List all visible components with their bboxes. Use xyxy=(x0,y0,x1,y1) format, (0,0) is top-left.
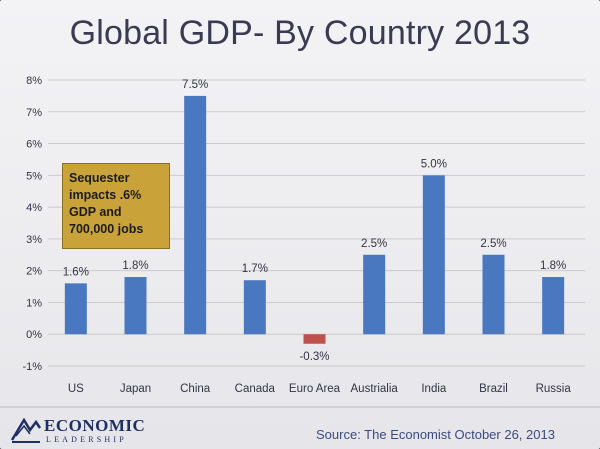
y-tick-label: 8% xyxy=(26,75,42,87)
data-label: 1.7% xyxy=(242,263,268,275)
y-tick-label: 5% xyxy=(26,170,42,182)
y-tick-label: 0% xyxy=(26,329,42,341)
slide-title: Global GDP- By Country 2013 xyxy=(69,14,531,52)
x-tick-label: Russia xyxy=(536,383,572,395)
bar xyxy=(542,277,565,335)
economic-leadership-logo: ECONOMIC LEADERSHIP xyxy=(10,414,180,446)
bar xyxy=(243,280,266,335)
x-tick-label: Brazil xyxy=(479,383,508,395)
data-label: 2.5% xyxy=(361,238,387,250)
data-label: 2.5% xyxy=(480,238,506,250)
y-tick-label: 2% xyxy=(26,266,42,278)
source-note: Source: The Economist October 26, 2013 xyxy=(316,427,555,442)
sequester-callout: Sequester impacts .6% GDP and 700,000 jo… xyxy=(62,163,170,249)
y-tick-label: 1% xyxy=(26,297,42,309)
y-tick-label: -1% xyxy=(22,361,42,373)
x-tick-label: China xyxy=(180,383,211,395)
bar xyxy=(184,95,207,335)
x-tick-label: Japan xyxy=(120,383,151,395)
bar xyxy=(303,334,326,344)
logo-tagline: LEADERSHIP xyxy=(46,435,127,444)
bar xyxy=(422,175,445,335)
x-tick-label: Canada xyxy=(235,383,276,395)
logo-mark-icon xyxy=(10,417,42,443)
bar xyxy=(124,277,147,335)
data-label: 1.8% xyxy=(540,260,566,272)
footer-divider xyxy=(0,406,600,408)
x-tick-label: Euro Area xyxy=(289,383,341,395)
y-tick-label: 7% xyxy=(26,107,42,119)
x-tick-label: India xyxy=(421,383,447,395)
bar xyxy=(363,254,386,335)
bar xyxy=(482,254,505,335)
y-tick-label: 6% xyxy=(26,139,42,151)
data-label: 1.6% xyxy=(63,266,89,278)
logo-name: ECONOMIC xyxy=(44,416,146,435)
x-tick-label: US xyxy=(68,383,84,395)
y-tick-label: 3% xyxy=(26,234,42,246)
data-label: 5.0% xyxy=(421,158,447,170)
data-label: 7.5% xyxy=(182,79,208,91)
x-tick-label: Austrialia xyxy=(351,383,399,395)
data-label: -0.3% xyxy=(299,351,329,363)
y-tick-label: 4% xyxy=(26,202,42,214)
bar xyxy=(64,283,87,335)
data-label: 1.8% xyxy=(122,260,148,272)
